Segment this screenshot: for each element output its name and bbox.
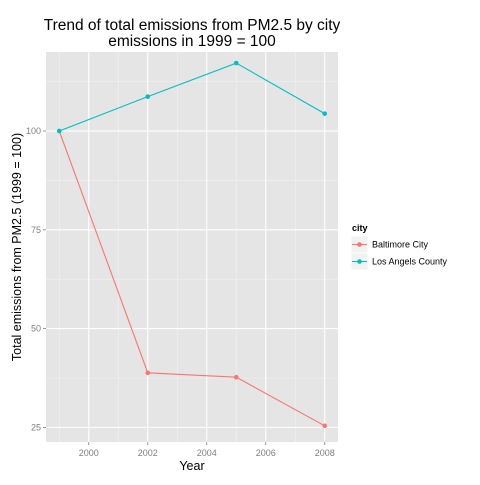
x-tick-label: 2002: [138, 448, 158, 458]
legend-label: Los Angels County: [372, 257, 448, 267]
data-point-series-1: [233, 374, 239, 380]
y-tick-label: 100: [26, 126, 41, 136]
series-line-2: [59, 62, 326, 132]
series-line-1: [58, 130, 325, 427]
x-tick-label: 2006: [256, 448, 276, 458]
data-point-series-1: [322, 423, 328, 429]
axis-layer: 2000 2002 2004 2006 2008 25 50 75 100: [26, 126, 335, 458]
plot-panel: [46, 52, 338, 442]
data-point-series-2: [322, 111, 328, 116]
series-layer: [56, 60, 328, 429]
y-tick-label: 50: [31, 324, 41, 334]
x-tick-label: 2000: [79, 448, 99, 458]
legend-key-point: [357, 242, 362, 247]
y-axis-label: Total emissions from PM2.5 (1999 = 100): [10, 133, 24, 361]
legend-label: Baltimore City: [372, 240, 429, 250]
legend-title: city: [352, 223, 368, 233]
minor-gridlines: [46, 52, 338, 442]
legend: city Baltimore City Los Angels County: [350, 223, 448, 271]
data-point-series-2: [233, 60, 239, 66]
x-axis-label: Year: [179, 459, 204, 473]
data-point-series-2: [56, 128, 62, 134]
y-tick-label: 25: [31, 422, 41, 432]
major-gridlines: [46, 52, 338, 442]
chart-title-line-2: emissions in 1999 = 100: [108, 33, 276, 50]
x-tick-label: 2008: [315, 448, 335, 458]
legend-key-point: [357, 259, 362, 264]
y-tick-label: 75: [31, 225, 41, 235]
chart-title-line-1: Trend of total emissions from PM2.5 by c…: [44, 17, 341, 34]
x-tick-label: 2004: [197, 448, 217, 458]
data-point-series-1: [145, 370, 151, 376]
data-point-series-2: [145, 94, 151, 99]
